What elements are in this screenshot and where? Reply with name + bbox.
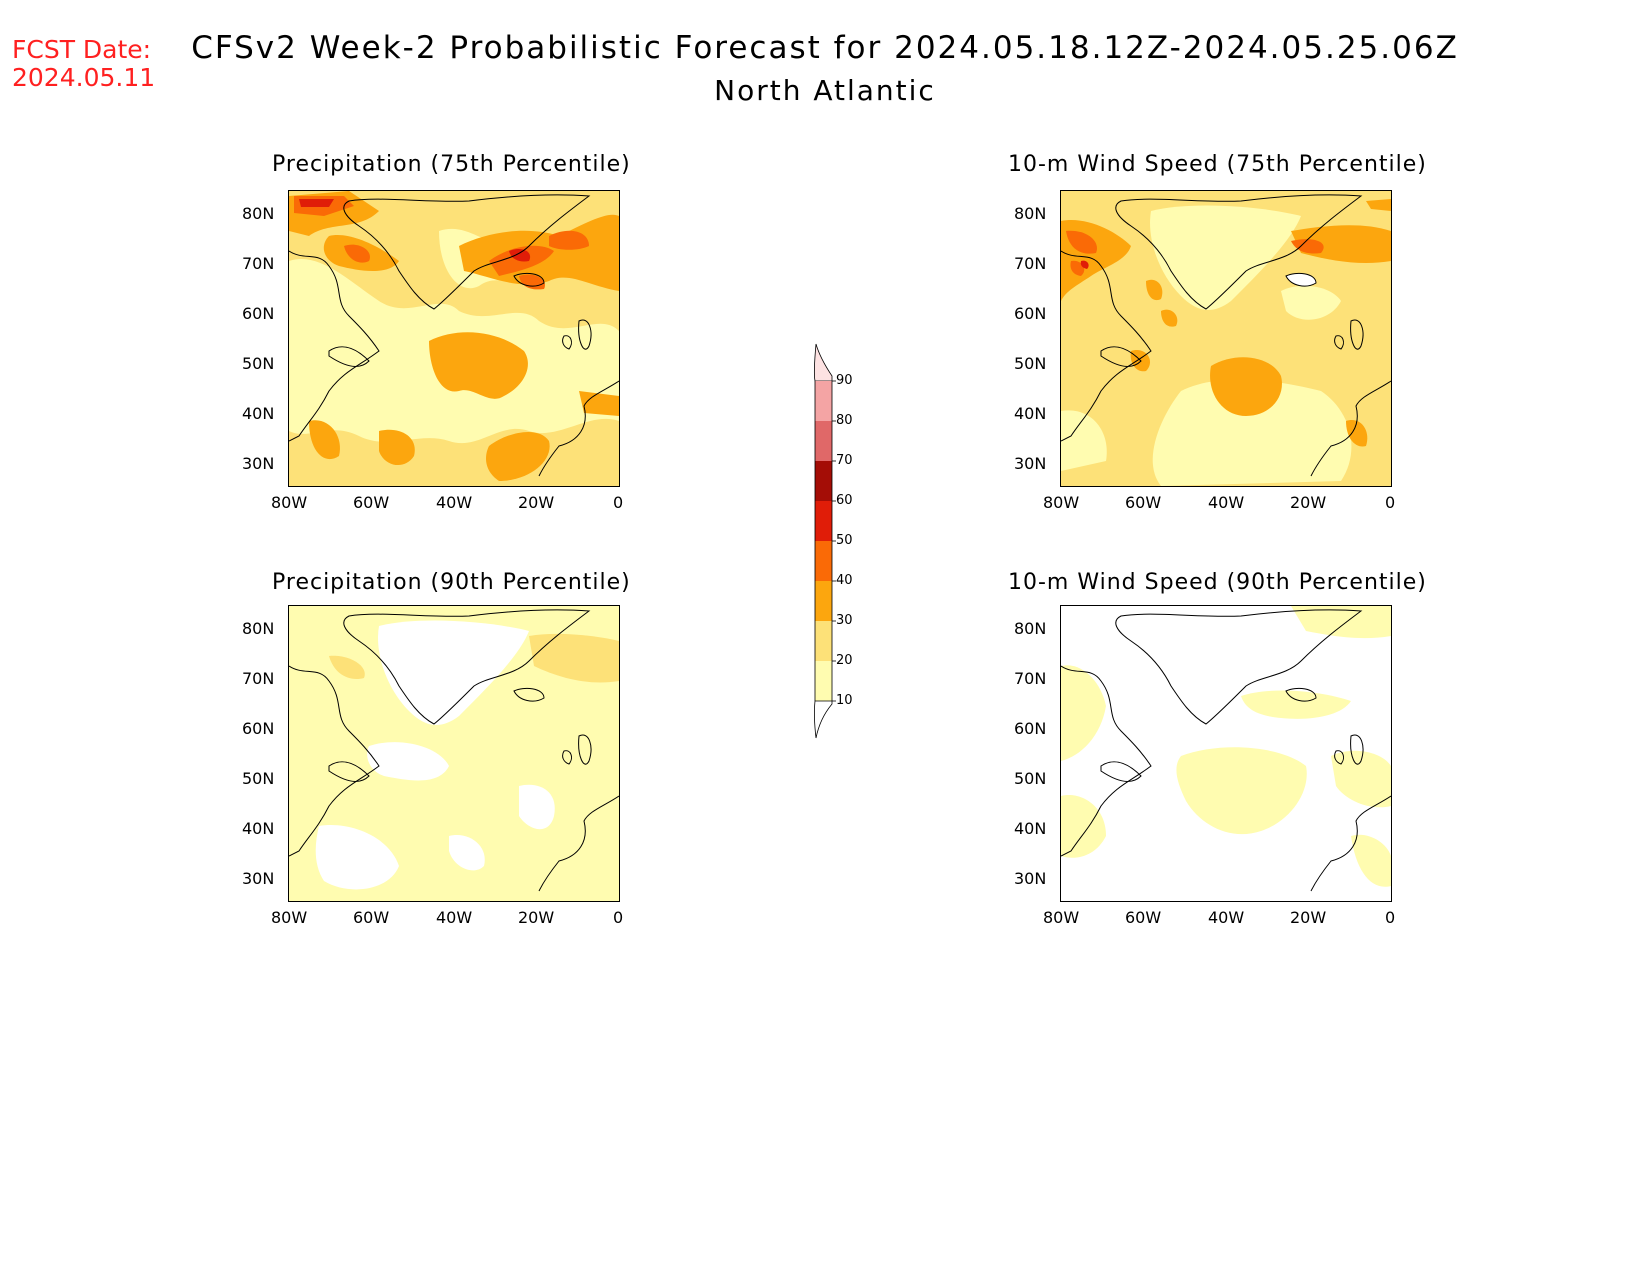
lat-tick-label: 60N [1014, 304, 1047, 323]
lon-tick-label: 40W [1208, 908, 1245, 927]
colorbar-label-80: 80 [836, 413, 853, 428]
colorbar: 90 80 70 60 50 40 30 20 10 [812, 336, 853, 750]
figure-title: CFSv2 Week-2 Probabilistic Forecast for … [191, 30, 1459, 66]
colorbar-label-20: 20 [836, 653, 853, 668]
colorbar-label-30: 30 [836, 613, 853, 628]
lat-tick-label: 80N [1014, 204, 1047, 223]
colorbar-label-40: 40 [836, 573, 853, 588]
colorbar-label-50: 50 [836, 533, 853, 548]
colorbar-bin-10-20 [815, 661, 832, 701]
lat-tick-label: 60N [242, 304, 275, 323]
lon-tick-label: 40W [436, 908, 473, 927]
colorbar-bin-40-50 [815, 541, 832, 581]
lat-tick-label: 30N [242, 454, 275, 473]
lat-tick-label: 70N [242, 669, 275, 688]
lon-tick-label: 20W [1290, 493, 1327, 512]
lat-tick-label: 70N [1014, 254, 1047, 273]
forecast-date-value: 2024.05.11 [12, 63, 156, 92]
map-precip-75 [288, 190, 620, 487]
colorbar-swatches [813, 343, 836, 739]
panel-title-wind-75: 10-m Wind Speed (75th Percentile) [1008, 152, 1427, 177]
colorbar-bin-60-70 [815, 461, 832, 501]
colorbar-bin-70-80 [815, 421, 832, 461]
lat-tick-label: 40N [242, 819, 275, 838]
lon-tick-label: 20W [518, 493, 555, 512]
lon-tick-label: 60W [1125, 493, 1162, 512]
panel-title-precip-75: Precipitation (75th Percentile) [272, 152, 631, 177]
colorbar-label-90: 90 [836, 373, 853, 388]
panel-title-precip-90: Precipitation (90th Percentile) [272, 570, 631, 595]
map-precip-90 [288, 605, 620, 902]
colorbar-label-70: 70 [836, 453, 853, 468]
forecast-date-block: FCST Date: 2024.05.11 [12, 36, 155, 92]
lat-tick-label: 80N [242, 204, 275, 223]
lon-tick-label: 0 [613, 908, 624, 927]
map-wind-75 [1060, 190, 1392, 487]
lat-tick-label: 30N [1014, 869, 1047, 888]
lon-tick-label: 0 [1385, 493, 1396, 512]
colorbar-bin-80-90 [815, 381, 832, 421]
lon-tick-label: 40W [436, 493, 473, 512]
lon-tick-label: 80W [271, 493, 308, 512]
lon-tick-label: 80W [271, 908, 308, 927]
colorbar-label-60: 60 [836, 493, 853, 508]
lat-tick-label: 50N [242, 354, 275, 373]
lon-tick-label: 60W [1125, 908, 1162, 927]
lon-tick-label: 20W [518, 908, 555, 927]
lat-tick-label: 50N [1014, 769, 1047, 788]
lat-tick-label: 30N [1014, 454, 1047, 473]
lat-tick-label: 70N [1014, 669, 1047, 688]
lat-tick-label: 60N [242, 719, 275, 738]
lat-tick-label: 40N [1014, 404, 1047, 423]
colorbar-bin-50-60 [815, 501, 832, 541]
lon-tick-label: 60W [353, 908, 390, 927]
lon-tick-label: 60W [353, 493, 390, 512]
lat-tick-label: 80N [242, 619, 275, 638]
lon-tick-label: 80W [1043, 908, 1080, 927]
lat-tick-label: 30N [242, 869, 275, 888]
lon-tick-label: 0 [613, 493, 624, 512]
lon-tick-label: 20W [1290, 908, 1327, 927]
panel-title-wind-90: 10-m Wind Speed (90th Percentile) [1008, 570, 1427, 595]
lon-tick-label: 80W [1043, 493, 1080, 512]
colorbar-bin-20-30 [815, 621, 832, 661]
map-wind-90 [1060, 605, 1392, 902]
lat-tick-label: 60N [1014, 719, 1047, 738]
lon-tick-label: 0 [1385, 908, 1396, 927]
lat-tick-label: 70N [242, 254, 275, 273]
figure-title-block: CFSv2 Week-2 Probabilistic Forecast for … [0, 30, 1650, 107]
lat-tick-label: 50N [1014, 354, 1047, 373]
figure-subtitle: North Atlantic [714, 74, 936, 107]
colorbar-bin-30-40 [815, 581, 832, 621]
lat-tick-label: 50N [242, 769, 275, 788]
lon-tick-label: 40W [1208, 493, 1245, 512]
forecast-date-label: FCST Date: [12, 35, 152, 64]
lat-tick-label: 40N [242, 404, 275, 423]
lat-tick-label: 80N [1014, 619, 1047, 638]
lat-tick-label: 40N [1014, 819, 1047, 838]
colorbar-label-10: 10 [836, 693, 853, 708]
